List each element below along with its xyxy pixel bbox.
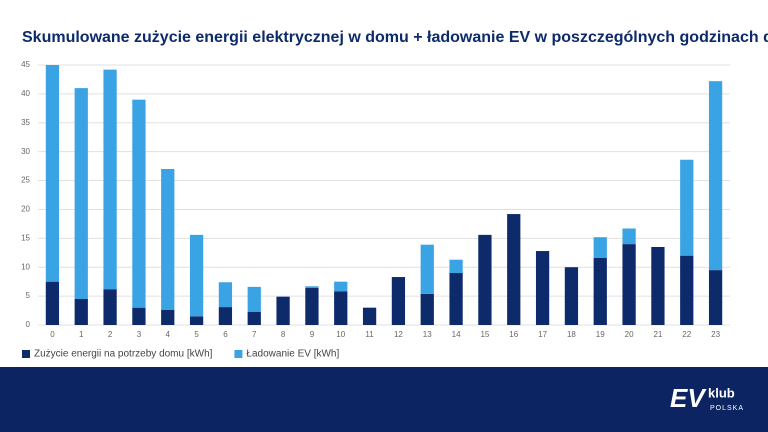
x-tick-label: 13 [423,330,432,339]
y-tick-label: 35 [21,118,30,127]
bar-segment [74,88,88,299]
bar-segment [593,237,607,258]
x-tick-label: 16 [509,330,518,339]
logo-brand: klub [708,385,735,400]
footer-band [0,367,768,432]
bar-segment [247,311,261,325]
bar-segment [161,309,175,325]
bar-segment [593,257,607,325]
bar-segment [334,281,348,292]
x-tick-label: 11 [365,330,374,339]
bar-segment [132,99,146,308]
bar-segment [420,244,434,294]
x-tick-label: 18 [567,330,576,339]
bar-segment [45,281,60,325]
bar-segment [74,299,88,325]
bar-segment [680,159,694,256]
bar-segment [305,288,319,325]
bar-segment [708,270,723,325]
x-tick-label: 21 [653,330,662,339]
x-tick-label: 1 [79,330,84,339]
bar-segment [622,228,636,245]
x-tick-label: 14 [452,330,461,339]
bar-segment [449,273,463,325]
x-tick-label: 0 [50,330,55,339]
x-tick-label: 8 [281,330,286,339]
bar-segment [189,234,204,317]
bar-segment [276,296,290,325]
x-tick-label: 17 [538,330,547,339]
y-tick-label: 10 [21,262,30,271]
x-tick-label: 9 [310,330,315,339]
bar-segment [334,291,348,325]
bar-segment [305,286,319,289]
bar-segment [680,255,694,325]
legend-label: Ładowanie EV [kWh] [246,349,339,360]
bar-segment [103,289,117,325]
bar-segment [45,65,60,282]
x-tick-label: 4 [166,330,171,339]
bar-segment [362,307,377,325]
bar-segment [132,307,146,325]
y-tick-label: 30 [21,147,30,156]
legend-swatch [22,350,30,358]
bar-segment [708,81,723,271]
bar-segment [247,286,261,312]
y-tick-label: 45 [21,60,30,69]
bar-segment [449,259,463,273]
bar-segment [535,251,550,325]
bar-segment [420,293,434,325]
bar-segment [103,69,117,290]
x-tick-label: 3 [137,330,142,339]
logo-main: EV [670,383,707,413]
bar-segment [189,316,204,325]
bar-segment [161,169,175,310]
y-tick-label: 25 [21,176,30,185]
bar-segment [478,234,492,325]
x-tick-label: 20 [625,330,634,339]
x-tick-label: 15 [480,330,489,339]
x-tick-label: 5 [194,330,199,339]
bar-segment [218,282,233,308]
y-tick-label: 20 [21,205,30,214]
x-tick-label: 2 [108,330,113,339]
x-tick-label: 22 [682,330,691,339]
x-tick-label: 7 [252,330,257,339]
bar-segment [507,214,521,325]
bar-segment [218,307,233,325]
x-tick-label: 23 [711,330,720,339]
y-tick-label: 15 [21,233,30,242]
legend-swatch [234,350,243,358]
bar-segment [391,277,406,325]
logo-sub: POLSKA [710,405,744,412]
x-tick-label: 6 [223,330,228,339]
bar-segment [651,247,665,325]
y-tick-label: 0 [26,320,31,329]
x-tick-label: 10 [336,330,345,339]
x-tick-label: 19 [596,330,605,339]
y-tick-label: 40 [21,89,30,98]
bar-segment [564,267,579,325]
chart-title: Skumulowane zużycie energii elektrycznej… [22,29,768,46]
legend-label: Zużycie energii na potrzeby domu [kWh] [34,349,213,360]
bar-segment [622,244,636,325]
y-tick-label: 5 [26,291,31,300]
x-tick-label: 12 [394,330,403,339]
